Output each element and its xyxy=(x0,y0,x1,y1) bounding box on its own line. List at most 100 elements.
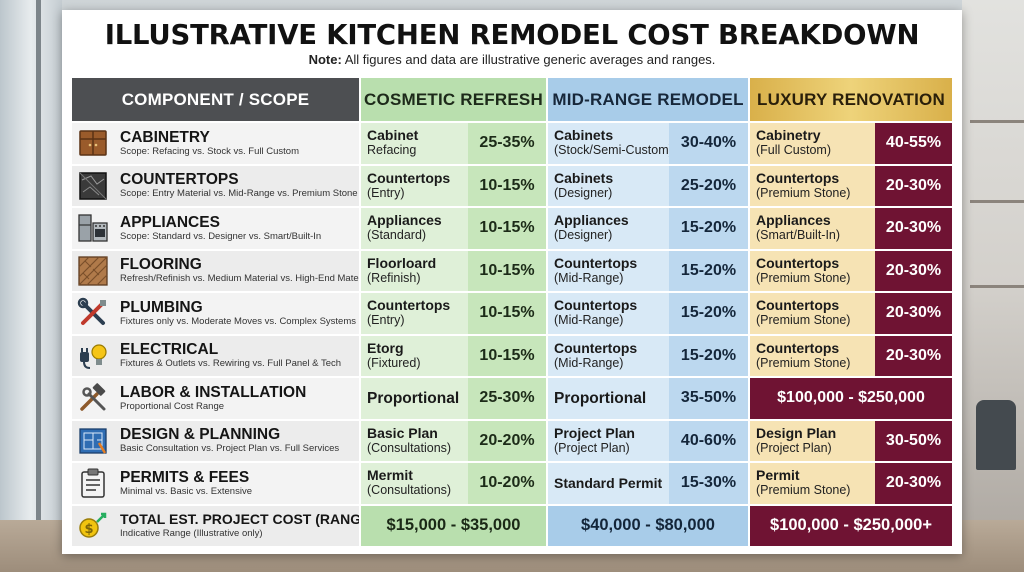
total-cosmetic: $15,000 - $35,000 xyxy=(361,505,546,546)
component-scope: Scope: Refacing vs. Stock vs. Full Custo… xyxy=(120,145,299,157)
luxury-detail: (Full Custom) xyxy=(756,143,832,158)
component-name: LABOR & INSTALLATION xyxy=(120,383,307,401)
cosmetic-percent: 25-35% xyxy=(468,123,546,164)
countertop-icon xyxy=(76,169,110,203)
blueprint-icon xyxy=(76,424,110,458)
luxury-cell: Cabinetry (Full Custom) 40-55% xyxy=(750,123,952,164)
mid-range-item: Standard Permit xyxy=(554,474,663,491)
cosmetic-cell: Etorg (Fixtured) 10-15% xyxy=(361,335,546,376)
mid-range-cell: Proportional 35-50% xyxy=(548,378,748,419)
component-name: PERMITS & FEES xyxy=(120,468,250,486)
component-scope: Scope: Entry Material vs. Mid-Range vs. … xyxy=(120,188,358,200)
mid-range-percent: 25-20% xyxy=(669,165,748,206)
table-body: CABINETRY Scope: Refacing vs. Stock vs. … xyxy=(72,123,952,546)
cosmetic-detail: (Standard) xyxy=(367,228,427,243)
mid-range-item: Proportional xyxy=(554,389,647,407)
plug-bulb-icon xyxy=(76,339,110,373)
mid-range-percent: 40-60% xyxy=(669,420,748,461)
table-row: PERMITS & FEES Minimal vs. Basic vs. Ext… xyxy=(72,463,952,504)
cosmetic-cell: Mermit (Consultations) 10-20% xyxy=(361,463,546,504)
component-scope: Basic Consultation vs. Project Plan vs. … xyxy=(120,443,340,455)
luxury-range: $100,000 - $250,000 xyxy=(750,378,952,419)
component-scope: Proportional Cost Range xyxy=(120,400,225,412)
total-mid-range: $40,000 - $80,000 xyxy=(548,505,748,546)
cosmetic-percent: 10-15% xyxy=(468,293,546,334)
mid-range-item: Countertops xyxy=(554,339,638,356)
luxury-percent: 20-30% xyxy=(875,208,952,249)
cosmetic-detail: (Fixtured) xyxy=(367,355,421,370)
total-row: $ TOTAL EST. PROJECT COST (RANGE) Indica… xyxy=(72,505,952,546)
luxury-detail: (Smart/Built-In) xyxy=(756,228,841,243)
background-window xyxy=(0,0,62,572)
mid-range-item: Cabinets xyxy=(554,127,614,144)
component-name: FLOORING xyxy=(120,256,202,274)
note-text: All figures and data are illustrative ge… xyxy=(344,52,716,67)
mid-range-percent: 15-30% xyxy=(669,463,748,504)
mid-range-percent: 15-20% xyxy=(669,208,748,249)
component-scope: Scope: Standard vs. Designer vs. Smart/B… xyxy=(120,230,322,242)
table-row: DESIGN & PLANNING Basic Consultation vs.… xyxy=(72,420,952,461)
luxury-detail: (Premium Stone) xyxy=(756,483,851,498)
cosmetic-item: Mermit xyxy=(367,467,413,484)
header-luxury: LUXURY RENOVATION xyxy=(750,78,952,121)
cosmetic-cell: Appliances (Standard) 10-15% xyxy=(361,208,546,249)
luxury-cell: Countertops (Premium Stone) 20-30% xyxy=(750,335,952,376)
table-row: PLUMBING Fixtures only vs. Moderate Move… xyxy=(72,293,952,334)
luxury-cell: Design Plan (Project Plan) 30-50% xyxy=(750,420,952,461)
page-title: ILLUSTRATIVE KITCHEN REMODEL COST BREAKD… xyxy=(104,19,920,51)
mid-range-detail: (Project Plan) xyxy=(554,440,630,455)
mid-range-detail: (Mid-Range) xyxy=(554,270,624,285)
cosmetic-detail: (Entry) xyxy=(367,313,405,328)
luxury-cell: Countertops (Premium Stone) 20-30% xyxy=(750,165,952,206)
cosmetic-percent: 10-15% xyxy=(468,208,546,249)
cosmetic-item: Proportional xyxy=(367,389,460,407)
luxury-percent: 20-30% xyxy=(875,293,952,334)
luxury-cell: Permit (Premium Stone) 20-30% xyxy=(750,463,952,504)
luxury-detail: (Premium Stone) xyxy=(756,185,851,200)
luxury-item: Countertops xyxy=(756,254,840,271)
component-cell: PERMITS & FEES Minimal vs. Basic vs. Ext… xyxy=(72,463,359,504)
mid-range-detail: (Stock/Semi-Custom) xyxy=(554,143,669,158)
cosmetic-cell: Countertops (Entry) 10-15% xyxy=(361,293,546,334)
cosmetic-detail: (Refinish) xyxy=(367,270,421,285)
cosmetic-cell: Cabinet Refacing 25-35% xyxy=(361,123,546,164)
component-scope: Fixtures & Outlets vs. Rewiring vs. Full… xyxy=(120,358,342,370)
flooring-icon xyxy=(76,254,110,288)
cosmetic-percent: 10-15% xyxy=(468,250,546,291)
cosmetic-percent: 10-15% xyxy=(468,335,546,376)
cosmetic-item: Countertops xyxy=(367,297,451,314)
note: Note: All figures and data are illustrat… xyxy=(72,52,952,68)
office-chair xyxy=(976,400,1016,470)
mid-range-cell: Project Plan (Project Plan) 40-60% xyxy=(548,420,748,461)
cosmetic-cell: Floorloard (Refinish) 10-15% xyxy=(361,250,546,291)
svg-text:$: $ xyxy=(84,522,93,537)
component-scope: Fixtures only vs. Moderate Moves vs. Com… xyxy=(120,315,356,327)
mid-range-cell: Countertops (Mid-Range) 15-20% xyxy=(548,250,748,291)
luxury-percent: 20-30% xyxy=(875,165,952,206)
cosmetic-detail: (Consultations) xyxy=(367,483,452,498)
component-name: TOTAL EST. PROJECT COST (RANGE) xyxy=(120,511,359,528)
plumbing-tools-icon xyxy=(76,296,110,330)
luxury-item: Design Plan xyxy=(756,424,837,441)
mid-range-cell: Cabinets (Stock/Semi-Custom) 30-40% xyxy=(548,123,748,164)
cosmetic-detail: (Consultations) xyxy=(367,440,452,455)
component-name: DESIGN & PLANNING xyxy=(120,426,281,444)
cosmetic-cell: Proportional 25-30% xyxy=(361,378,546,419)
cosmetic-item: Countertops xyxy=(367,169,451,186)
mid-range-detail: (Designer) xyxy=(554,228,613,243)
luxury-detail: (Premium Stone) xyxy=(756,313,851,328)
component-name: APPLIANCES xyxy=(120,213,220,231)
cabinet-icon xyxy=(76,126,110,160)
appliances-icon xyxy=(76,211,110,245)
component-cell: LABOR & INSTALLATION Proportional Cost R… xyxy=(72,378,359,419)
cosmetic-percent: 10-20% xyxy=(468,463,546,504)
cosmetic-percent: 20-20% xyxy=(468,420,546,461)
component-scope: Indicative Range (Illustrative only) xyxy=(120,528,263,540)
component-name: CABINETRY xyxy=(120,128,210,146)
hammer-wrench-icon xyxy=(76,381,110,415)
luxury-detail: (Premium Stone) xyxy=(756,270,851,285)
mid-range-item: Cabinets xyxy=(554,169,614,186)
cosmetic-cell: Basic Plan (Consultations) 20-20% xyxy=(361,420,546,461)
table-row: APPLIANCES Scope: Standard vs. Designer … xyxy=(72,208,952,249)
component-cell: FLOORING Refresh/Refinish vs. Medium Mat… xyxy=(72,250,359,291)
